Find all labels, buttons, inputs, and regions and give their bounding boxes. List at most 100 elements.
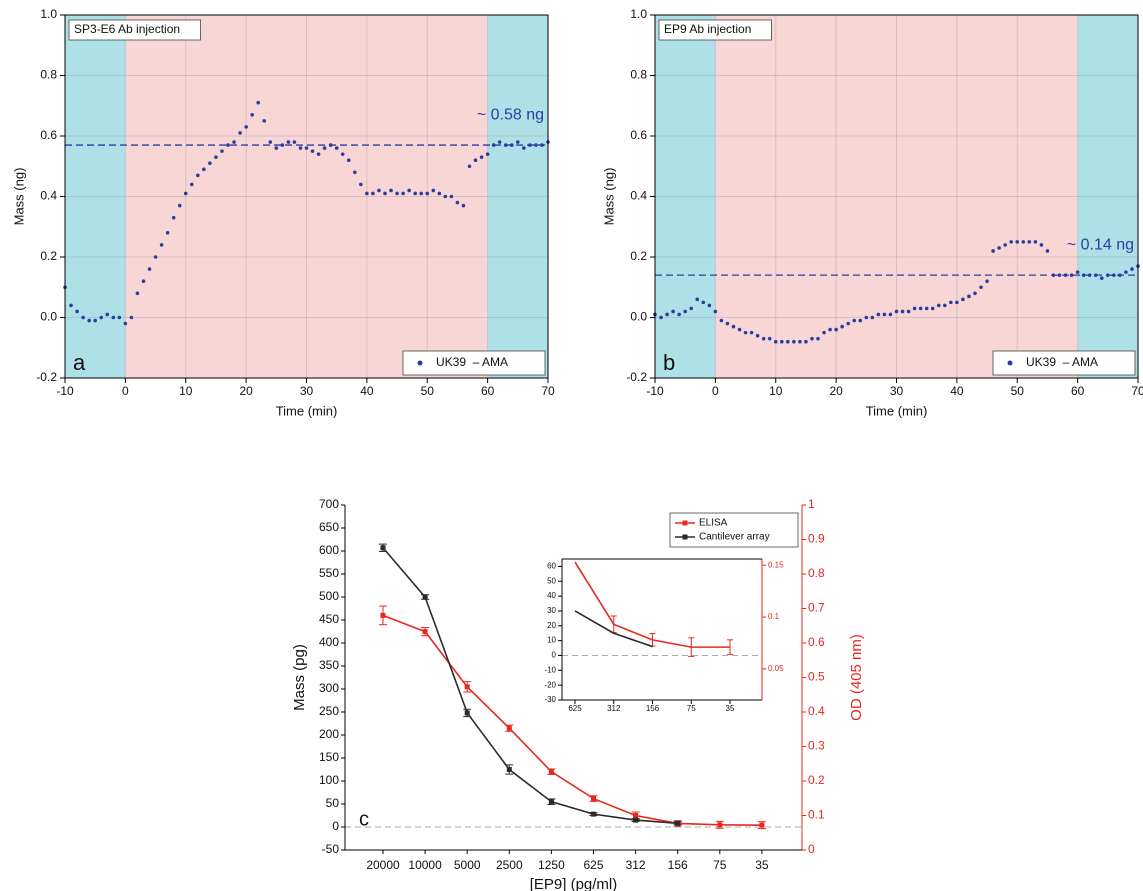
data-point (256, 100, 261, 105)
y-tick-label: 350 (319, 658, 339, 672)
data-point (220, 149, 224, 153)
y-tick-label: 1.0 (40, 7, 57, 21)
x-tick-label: 625 (583, 858, 603, 872)
y-tick-label: 0.4 (630, 189, 647, 203)
y-tick-label: 0.6 (630, 128, 647, 142)
data-point (767, 336, 772, 341)
data-point (701, 300, 706, 305)
data-point (528, 143, 532, 147)
data-point (202, 167, 206, 172)
data-point (828, 327, 832, 332)
y-tick-label: 650 (319, 520, 339, 534)
data-point (147, 267, 152, 271)
y-tick-label: 1.0 (630, 7, 647, 21)
data-point (395, 191, 399, 196)
data-point (93, 318, 97, 323)
data-point (153, 255, 158, 259)
data-point (286, 140, 291, 144)
data-point (497, 140, 502, 144)
x-tick-label: 312 (626, 858, 646, 872)
data-marker (422, 594, 428, 600)
x-tick-label: 1250 (538, 858, 565, 872)
data-point (1124, 270, 1128, 274)
y-axis-label: Mass (ng) (11, 168, 26, 226)
y-tick-label: 400 (319, 635, 339, 649)
data-point (949, 300, 953, 305)
data-point (1021, 240, 1026, 244)
data-point (882, 312, 887, 317)
y-tick-label: 0.4 (40, 189, 57, 203)
data-point (238, 131, 242, 135)
data-point (383, 191, 387, 196)
data-point (455, 200, 460, 205)
data-point (1087, 273, 1092, 277)
data-point (123, 321, 128, 326)
x-tick-label: 75 (687, 704, 696, 713)
x-tick-label: 30 (890, 384, 904, 398)
data-point (743, 330, 748, 335)
y2-tick-label: 0.15 (768, 560, 784, 569)
data-point (864, 315, 869, 320)
data-point (516, 140, 520, 144)
data-point (792, 339, 796, 344)
title-box (68, 19, 202, 41)
annotation: ~ 0.14 ng (1067, 236, 1134, 253)
data-point (389, 188, 393, 193)
region (125, 15, 488, 378)
x-tick-label: 50 (1011, 384, 1025, 398)
panel-label: b (663, 350, 675, 375)
legend-label: Cantilever array (699, 532, 770, 543)
data-point (1099, 276, 1104, 280)
data-marker (506, 767, 512, 772)
x-tick-label: 0 (712, 384, 719, 398)
data-point (244, 125, 248, 129)
data-point (1033, 240, 1038, 244)
y-tick-label: 0.0 (630, 310, 647, 324)
data-point (1003, 243, 1007, 247)
y-tick-label: 550 (319, 566, 339, 580)
region (487, 15, 548, 378)
data-point (479, 155, 484, 159)
data-point (129, 315, 134, 320)
data-point (365, 191, 369, 196)
data-point (509, 143, 514, 147)
data-point (1112, 273, 1116, 277)
data-point (979, 285, 983, 290)
y-axis-label: Mass (pg) (291, 644, 308, 711)
y-tick-label: -0.2 (36, 370, 57, 384)
data-point (183, 191, 188, 196)
data-marker (506, 725, 512, 731)
y2-axis-label: OD (405 nm) (848, 634, 865, 721)
x-tick-label: 30 (300, 384, 314, 398)
y-tick-label: 0.8 (40, 68, 57, 82)
plot-frame (64, 14, 549, 379)
y-tick-label: -20 (544, 680, 556, 689)
y-tick-label: 250 (319, 704, 339, 718)
data-point (359, 182, 363, 187)
region (655, 15, 716, 378)
x-tick-label: -10 (56, 384, 74, 398)
data-point (1051, 273, 1056, 277)
data-point (443, 194, 448, 199)
x-axis-label: Time (min) (866, 403, 928, 418)
data-point (912, 306, 917, 311)
x-tick-label: 20 (239, 384, 253, 398)
data-point (731, 324, 736, 329)
data-point (377, 188, 381, 193)
data-point (353, 170, 357, 175)
y-tick-label: -30 (544, 695, 556, 704)
data-point (1063, 273, 1068, 277)
data-point (888, 312, 893, 317)
region (1077, 15, 1138, 378)
data-point (1027, 240, 1032, 244)
data-point (997, 246, 1001, 250)
data-point (208, 161, 212, 166)
x-tick-label: 156 (646, 704, 660, 713)
y-tick-label: 0.2 (40, 249, 57, 263)
data-point (816, 336, 820, 341)
data-point (534, 143, 538, 147)
data-point (467, 164, 472, 169)
data-point (991, 249, 995, 253)
panel-label: c (359, 808, 369, 830)
